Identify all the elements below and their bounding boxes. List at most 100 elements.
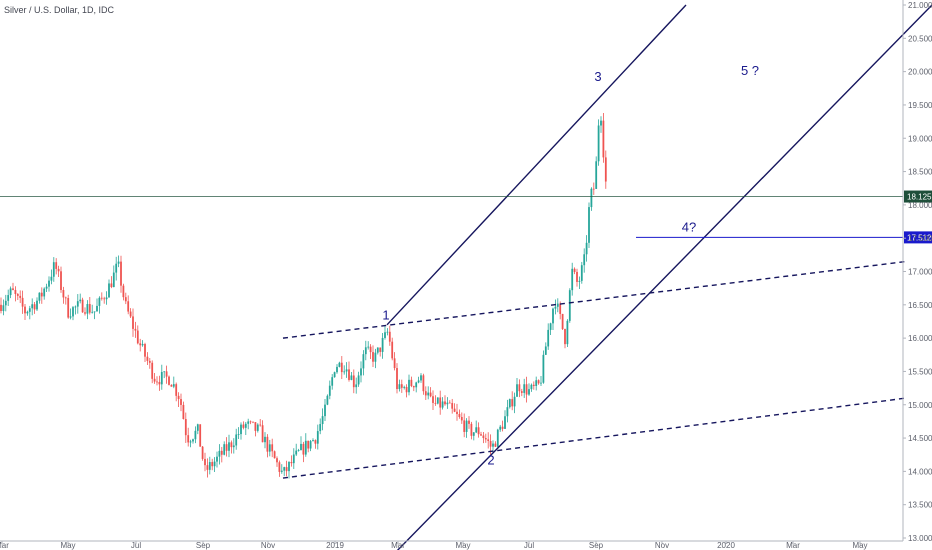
candle-body bbox=[412, 386, 415, 388]
candle-body bbox=[530, 384, 533, 390]
candle bbox=[232, 438, 235, 454]
candle-body bbox=[50, 276, 53, 281]
candle bbox=[547, 323, 550, 350]
candle-body bbox=[271, 444, 274, 452]
candle bbox=[28, 305, 31, 320]
candle bbox=[136, 325, 139, 345]
candle-body bbox=[304, 440, 307, 455]
candle bbox=[302, 441, 305, 463]
candle-body bbox=[523, 384, 526, 393]
candle bbox=[141, 340, 144, 347]
candle bbox=[331, 374, 334, 390]
candle-body bbox=[381, 337, 384, 352]
candle-body bbox=[237, 434, 240, 435]
y-tick-label: 20.500 bbox=[908, 34, 932, 43]
y-tick-label: 15.000 bbox=[908, 401, 932, 410]
candle bbox=[86, 300, 89, 320]
candle bbox=[391, 337, 394, 361]
candle-body bbox=[364, 347, 367, 355]
candle-body bbox=[230, 442, 233, 448]
candle bbox=[43, 287, 46, 300]
candle-body bbox=[192, 439, 194, 442]
y-tick-label: 21.000 bbox=[908, 1, 932, 10]
candle-body bbox=[139, 343, 142, 346]
candle bbox=[69, 308, 72, 320]
y-tick-label: 13.000 bbox=[908, 534, 932, 543]
candle-body bbox=[336, 366, 338, 373]
candle-body bbox=[499, 426, 502, 430]
candle-body bbox=[211, 462, 214, 467]
candle bbox=[542, 350, 545, 384]
candle-body bbox=[96, 305, 98, 312]
candle-body bbox=[345, 369, 348, 372]
candle bbox=[595, 156, 598, 189]
candle-body bbox=[384, 332, 386, 338]
candle bbox=[355, 377, 358, 394]
candle bbox=[115, 256, 118, 281]
candle-body bbox=[559, 303, 562, 314]
candle-body bbox=[590, 188, 593, 208]
candle bbox=[264, 432, 266, 449]
candle bbox=[194, 426, 197, 444]
candle-body bbox=[9, 288, 12, 296]
candle bbox=[129, 308, 132, 319]
candle-body bbox=[98, 297, 101, 306]
candle-body bbox=[429, 392, 432, 397]
candle bbox=[398, 379, 401, 392]
candle-body bbox=[444, 401, 446, 405]
candle-body bbox=[369, 346, 372, 353]
candle bbox=[196, 423, 199, 435]
candle-body bbox=[100, 297, 103, 299]
candle-body bbox=[396, 368, 398, 390]
candle-body bbox=[69, 316, 72, 318]
candle bbox=[412, 385, 415, 392]
candle bbox=[112, 265, 115, 288]
candle bbox=[424, 386, 427, 401]
candle-body bbox=[189, 441, 192, 443]
chart-title: Silver / U.S. Dollar, 1D, IDC bbox=[4, 5, 115, 15]
candle bbox=[470, 421, 473, 440]
candle-body bbox=[117, 261, 120, 264]
candle bbox=[436, 397, 439, 405]
candle bbox=[540, 376, 542, 387]
candle bbox=[458, 409, 461, 419]
candle bbox=[57, 265, 60, 277]
candle-body bbox=[415, 382, 418, 388]
candle bbox=[400, 379, 403, 393]
candle-body bbox=[513, 396, 516, 407]
candle-body bbox=[504, 416, 506, 429]
candle-body bbox=[132, 316, 134, 329]
y-tick-label: 17.000 bbox=[908, 268, 932, 277]
candle bbox=[208, 456, 211, 475]
candle bbox=[172, 376, 175, 389]
candle bbox=[218, 444, 221, 465]
candle bbox=[571, 262, 574, 296]
candle-body bbox=[463, 420, 466, 432]
candle-body bbox=[259, 424, 262, 426]
candle bbox=[170, 384, 173, 387]
candle bbox=[328, 380, 331, 400]
candle-body bbox=[273, 451, 276, 459]
candle bbox=[352, 369, 355, 394]
candle-body bbox=[314, 440, 317, 444]
candle-body bbox=[33, 304, 36, 310]
candle bbox=[105, 291, 108, 305]
candle bbox=[266, 434, 269, 458]
candle-body bbox=[592, 188, 595, 190]
candle bbox=[333, 371, 336, 378]
candle bbox=[36, 297, 38, 311]
candle bbox=[405, 384, 408, 398]
candle bbox=[494, 441, 497, 447]
candle bbox=[523, 378, 526, 398]
candle-body bbox=[376, 347, 379, 353]
candle-body bbox=[492, 443, 494, 447]
candle-body bbox=[278, 462, 281, 472]
candle-body bbox=[232, 445, 235, 448]
candle-body bbox=[470, 423, 473, 436]
candle bbox=[600, 116, 602, 133]
candle-body bbox=[208, 462, 211, 470]
candle bbox=[427, 386, 430, 400]
candle bbox=[456, 403, 458, 421]
candle bbox=[254, 421, 257, 437]
